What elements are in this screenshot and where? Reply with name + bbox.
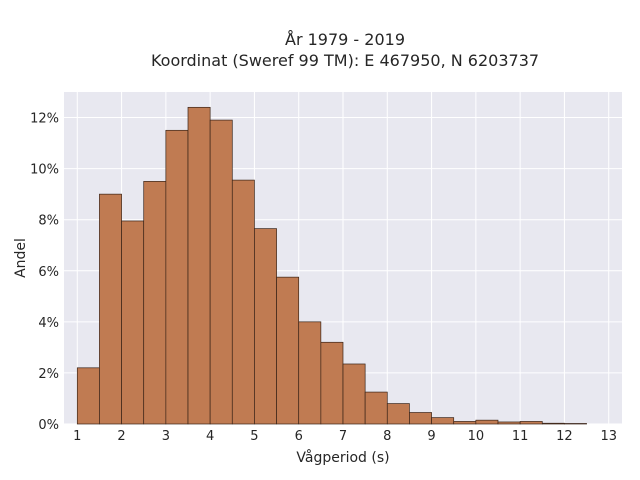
- histogram-bar: [76, 367, 100, 425]
- histogram-bar: [386, 403, 410, 425]
- histogram-bar: [519, 421, 543, 425]
- histogram-bar: [541, 422, 565, 425]
- y-tick-label: 8%: [38, 214, 59, 229]
- histogram-bar: [409, 412, 432, 425]
- histogram-bar: [165, 129, 189, 425]
- histogram-bar: [298, 321, 322, 425]
- histogram-bar: [231, 179, 255, 425]
- histogram-bar: [453, 421, 477, 425]
- x-tick-label: 4: [206, 429, 214, 444]
- y-tick-label: 4%: [38, 316, 59, 331]
- x-tick-label: 13: [600, 429, 617, 444]
- x-ticks: 1 2 3 4 5 6 7 8 9 10 11 12 13: [73, 429, 617, 444]
- histogram-bar: [497, 421, 521, 425]
- histogram-bar: [320, 341, 344, 425]
- histogram-bar: [475, 419, 499, 425]
- histogram-bar: [143, 181, 167, 425]
- x-tick-label: 2: [117, 429, 125, 444]
- x-tick-label: 7: [339, 429, 347, 444]
- x-tick-label: 9: [427, 429, 435, 444]
- x-tick-label: 12: [556, 429, 573, 444]
- histogram-bar: [364, 391, 388, 425]
- histogram-bar: [209, 119, 233, 425]
- histogram-bar: [121, 220, 145, 425]
- x-tick-label: 8: [383, 429, 391, 444]
- y-tick-label: 12%: [30, 112, 59, 127]
- y-tick-label: 6%: [38, 265, 59, 280]
- chart-title: År 1979 - 2019: [285, 30, 405, 49]
- histogram-bar: [276, 276, 300, 425]
- histogram-bar: [187, 106, 211, 425]
- x-axis-label: Vågperiod (s): [296, 449, 389, 466]
- y-ticks: 0% 2% 4% 6% 8% 10% 12%: [30, 112, 59, 433]
- histogram-bar: [564, 423, 587, 425]
- y-axis-label: Andel: [13, 238, 29, 278]
- x-tick-label: 10: [468, 429, 485, 444]
- y-tick-label: 0%: [38, 418, 59, 433]
- x-tick-label: 11: [512, 429, 529, 444]
- y-tick-label: 2%: [38, 367, 59, 382]
- histogram-bar: [254, 228, 277, 425]
- histogram-bar: [431, 417, 455, 425]
- chart-subtitle: Koordinat (Sweref 99 TM): E 467950, N 62…: [151, 51, 539, 70]
- y-tick-label: 10%: [30, 163, 59, 178]
- x-tick-label: 5: [250, 429, 258, 444]
- histogram-bar: [342, 363, 366, 425]
- x-tick-label: 6: [295, 429, 303, 444]
- x-tick-label: 1: [73, 429, 81, 444]
- histogram-bar: [99, 193, 122, 425]
- bars: [76, 106, 587, 425]
- x-tick-label: 3: [162, 429, 170, 444]
